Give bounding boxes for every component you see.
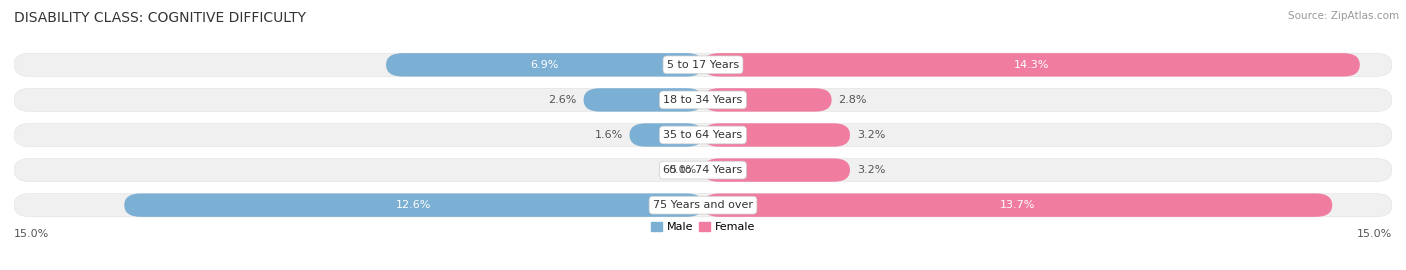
Text: 18 to 34 Years: 18 to 34 Years xyxy=(664,95,742,105)
Text: 3.2%: 3.2% xyxy=(856,130,886,140)
Text: 15.0%: 15.0% xyxy=(14,228,49,239)
FancyBboxPatch shape xyxy=(387,53,703,76)
Legend: Male, Female: Male, Female xyxy=(647,217,759,237)
Text: 14.3%: 14.3% xyxy=(1014,60,1049,70)
FancyBboxPatch shape xyxy=(703,123,851,147)
Text: 5 to 17 Years: 5 to 17 Years xyxy=(666,60,740,70)
Text: 0.0%: 0.0% xyxy=(668,165,696,175)
Text: 65 to 74 Years: 65 to 74 Years xyxy=(664,165,742,175)
Text: 2.6%: 2.6% xyxy=(548,95,576,105)
Text: 3.2%: 3.2% xyxy=(856,165,886,175)
Text: Source: ZipAtlas.com: Source: ZipAtlas.com xyxy=(1288,11,1399,21)
Text: 1.6%: 1.6% xyxy=(595,130,623,140)
FancyBboxPatch shape xyxy=(14,123,1392,147)
Text: 6.9%: 6.9% xyxy=(530,60,558,70)
Text: 35 to 64 Years: 35 to 64 Years xyxy=(664,130,742,140)
FancyBboxPatch shape xyxy=(703,158,851,182)
Text: 2.8%: 2.8% xyxy=(838,95,868,105)
FancyBboxPatch shape xyxy=(14,158,1392,182)
FancyBboxPatch shape xyxy=(583,88,703,112)
FancyBboxPatch shape xyxy=(703,88,831,112)
Text: 75 Years and over: 75 Years and over xyxy=(652,200,754,210)
Text: 13.7%: 13.7% xyxy=(1000,200,1035,210)
FancyBboxPatch shape xyxy=(630,123,703,147)
Text: DISABILITY CLASS: COGNITIVE DIFFICULTY: DISABILITY CLASS: COGNITIVE DIFFICULTY xyxy=(14,11,307,25)
Text: 15.0%: 15.0% xyxy=(1357,228,1392,239)
FancyBboxPatch shape xyxy=(14,53,1392,76)
FancyBboxPatch shape xyxy=(124,194,703,217)
Text: 12.6%: 12.6% xyxy=(396,200,432,210)
FancyBboxPatch shape xyxy=(703,53,1360,76)
FancyBboxPatch shape xyxy=(14,88,1392,112)
FancyBboxPatch shape xyxy=(14,194,1392,217)
FancyBboxPatch shape xyxy=(703,194,1333,217)
